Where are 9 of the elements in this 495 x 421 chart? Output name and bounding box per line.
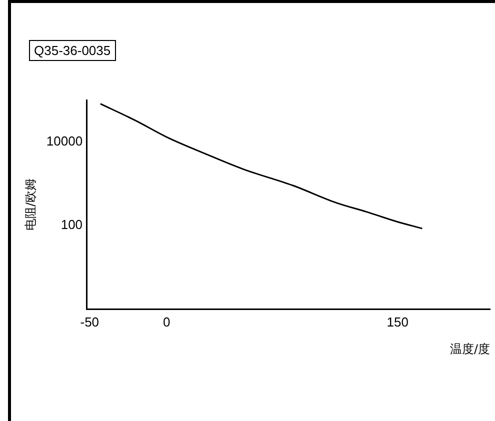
line-series: [100, 103, 423, 230]
x-tick-label: 150: [386, 314, 408, 330]
y-tick-label: 100: [60, 216, 83, 232]
x-tick-label: -50: [80, 314, 100, 330]
y-tick-label: 10000: [46, 133, 83, 148]
x-axis-title: 温度/度: [450, 342, 490, 356]
x-tick-label: 0: [163, 314, 170, 330]
y-axis-title: 电阻/欧姆: [23, 178, 38, 231]
text: Q35-36-0035: [29, 40, 116, 61]
